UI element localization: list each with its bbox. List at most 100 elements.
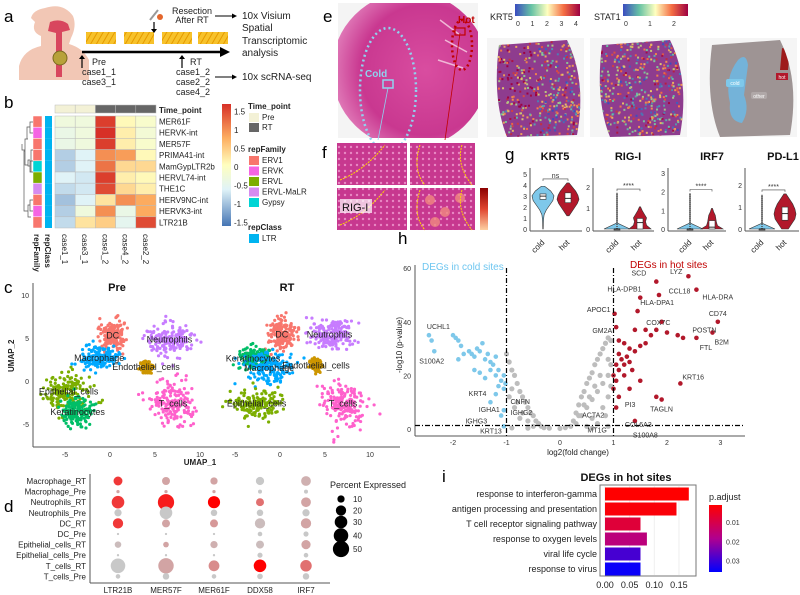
spatial-spot: [605, 54, 608, 57]
volcano-point-hot: [637, 378, 643, 384]
umap-cell: [350, 408, 354, 412]
umap-cell: [256, 371, 260, 375]
spatial-spot: [537, 42, 540, 45]
dotplot-group-label: T_cells_RT: [46, 562, 86, 571]
umap-cell: [49, 395, 53, 400]
umap-cell: [348, 343, 352, 347]
spatial-spot: [611, 53, 614, 56]
umap-cell: [163, 320, 168, 324]
spatial-spot: [523, 51, 526, 54]
umap-cell: [179, 343, 183, 348]
spatial-spot: [524, 105, 527, 108]
spatial-spot: [640, 127, 643, 130]
umap-cluster-label: Epithelial_cells: [39, 386, 99, 396]
volcano-point-cold: [472, 367, 477, 373]
spatial-spot: [616, 77, 619, 80]
spatial-spot: [665, 58, 668, 61]
umap-cell: [108, 350, 112, 354]
spatial-spot: [549, 78, 552, 81]
umap-cell: [295, 360, 300, 365]
umap-cell: [71, 416, 75, 421]
dotplot-dot: [210, 509, 218, 517]
umap-cell: [171, 403, 175, 407]
spatial-spot: [636, 76, 639, 79]
umap-cell: [251, 381, 255, 385]
spatial-spot: [573, 93, 576, 96]
spatial-spot: [527, 104, 530, 107]
spatial-spot: [607, 95, 610, 98]
heatmap-cell: [54, 194, 76, 206]
spatial-spot: [622, 102, 625, 105]
umap-cell: [182, 387, 186, 391]
spatial-spot: [605, 95, 608, 98]
time-point-annotation-cell: [115, 104, 137, 114]
spatial-spot: [660, 91, 663, 94]
spatial-spot: [554, 79, 557, 82]
spatial-spot: [539, 50, 542, 53]
spatial-spot: [578, 106, 581, 109]
umap-cell: [65, 417, 69, 421]
umap-cell: [58, 376, 62, 380]
spatial-spot: [604, 85, 607, 88]
krt5-colorbar-title: KRT5: [490, 12, 513, 22]
volcano-point-cold: [496, 383, 501, 389]
umap-cell: [238, 354, 243, 359]
spatial-spot: [650, 44, 653, 47]
umap-cell: [176, 389, 181, 394]
umap-cell: [111, 355, 115, 359]
umap-cell: [170, 386, 174, 390]
volcano-point-ns: [600, 380, 606, 387]
umap-cell: [288, 326, 292, 330]
spatial-spot: [573, 70, 576, 73]
spatial-spot: [529, 113, 532, 116]
spatial-spot: [508, 50, 511, 53]
spatial-spot: [645, 124, 648, 127]
umap-cell: [308, 340, 312, 344]
umap-cell: [182, 330, 186, 334]
umap-cell: [103, 361, 107, 365]
spatial-spot: [555, 114, 558, 117]
umap-cell: [78, 384, 82, 388]
umap-cell: [88, 362, 92, 367]
spatial-spot: [636, 59, 639, 62]
umap-cell: [345, 347, 349, 351]
spatial-spot: [538, 105, 541, 108]
dotplot-legend-dot: [337, 495, 345, 503]
color-scale-tick: -1.5: [234, 218, 248, 227]
volcano-point-hot: [643, 327, 648, 333]
umap-cell: [280, 341, 285, 346]
umap-cell: [64, 404, 68, 408]
volcano-point-cold: [501, 386, 507, 392]
heatmap-color-scale: [222, 104, 231, 226]
violin-y-tick: 1: [523, 216, 527, 223]
umap-cell: [313, 342, 317, 346]
umap-cell: [268, 383, 272, 387]
spatial-spot: [555, 104, 558, 107]
panel-label-h: h: [398, 229, 407, 248]
spatial-spot: [547, 126, 550, 129]
umap-cell: [163, 354, 167, 358]
umap-cell: [101, 355, 105, 360]
umap-cell: [167, 336, 171, 340]
umap-cell: [55, 397, 59, 401]
umap-cell: [176, 337, 181, 341]
umap-cell: [329, 330, 333, 334]
spatial-spot: [604, 93, 607, 96]
spatial-spot: [517, 135, 520, 137]
spatial-spot: [573, 76, 576, 79]
spatial-spot: [611, 99, 614, 102]
spatial-spot: [537, 87, 540, 90]
spatial-spot: [663, 98, 666, 101]
spatial-spot: [664, 67, 667, 70]
volcano-hot-title: DEGs in hot sites: [630, 260, 707, 271]
spatial-spot: [551, 109, 554, 112]
umap-cell: [93, 359, 97, 363]
spatial-spot: [555, 60, 558, 63]
umap-cell: [283, 318, 288, 323]
spatial-spot: [544, 55, 547, 58]
umap-cell: [320, 326, 324, 330]
spatial-spot: [515, 116, 518, 119]
